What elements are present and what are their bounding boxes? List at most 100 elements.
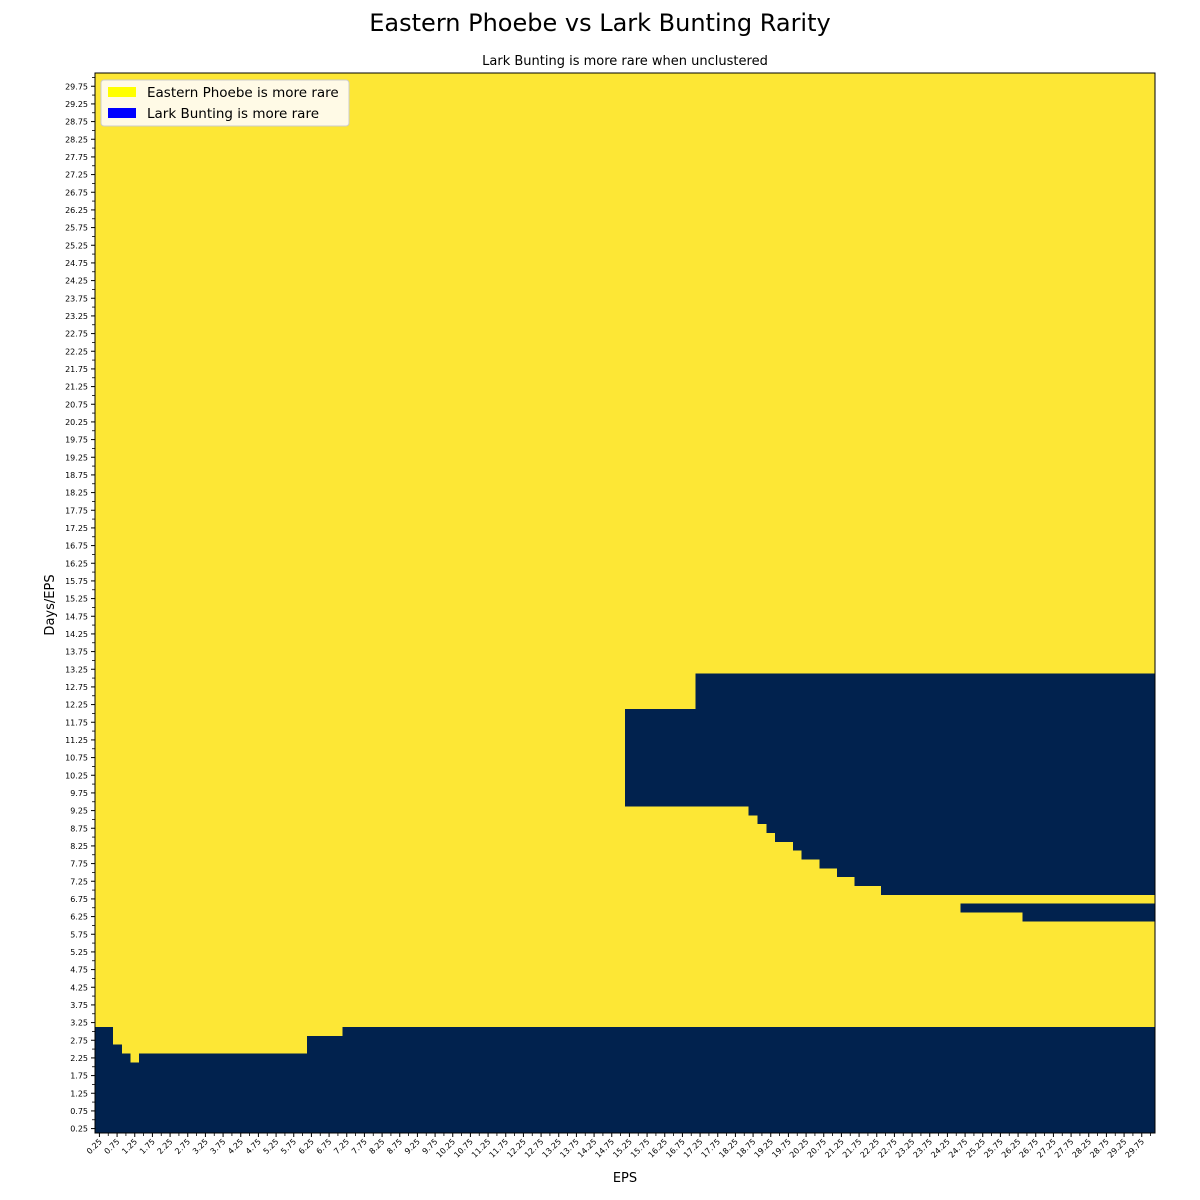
x-tick-label: 23.75	[912, 1137, 935, 1160]
y-tick-label: 23.75	[65, 294, 88, 303]
x-tick-label: 16.75	[664, 1137, 687, 1160]
x-tick-label: 11.75	[488, 1137, 511, 1160]
y-tick-label: 8.75	[70, 824, 88, 833]
x-tick-label: 10.25	[435, 1137, 458, 1160]
y-tick-label: 8.25	[70, 842, 88, 851]
x-tick-label: 15.75	[629, 1137, 652, 1160]
heatmap-region-lark-more-rare	[342, 1027, 1156, 1134]
x-tick-label: 13.75	[558, 1137, 581, 1160]
y-tick-label: 27.75	[65, 153, 88, 162]
y-tick-label: 10.75	[65, 754, 88, 763]
x-tick-label: 12.75	[523, 1137, 546, 1160]
x-tick-label: 0.25	[85, 1137, 104, 1156]
y-tick-label: 29.75	[65, 82, 88, 91]
y-tick-label: 9.25	[70, 807, 88, 816]
y-tick-label: 3.75	[70, 1001, 88, 1010]
y-tick-label: 14.75	[65, 612, 88, 621]
heatmap-region-lark-more-rare	[801, 850, 1156, 860]
x-tick-label: 20.25	[788, 1137, 811, 1160]
y-tick-label: 12.25	[65, 701, 88, 710]
x-tick-label: 19.25	[753, 1137, 776, 1160]
x-tick-label: 28.75	[1088, 1137, 1111, 1160]
plot-frame	[94, 72, 1156, 1134]
y-tick-label: 26.75	[65, 188, 88, 197]
y-tick-label: 0.75	[70, 1107, 88, 1116]
x-tick-label: 22.25	[859, 1137, 882, 1160]
x-tick-label: 20.75	[806, 1137, 829, 1160]
y-tick-label: 17.75	[65, 506, 88, 515]
heatmap-cells	[95, 73, 1156, 1134]
legend-label-eastern: Eastern Phoebe is more rare	[147, 85, 339, 101]
x-tick-label: 17.75	[700, 1137, 723, 1160]
x-tick-label: 10.75	[452, 1137, 475, 1160]
y-tick-label: 6.75	[70, 895, 88, 904]
x-tick-label: 7.75	[350, 1137, 369, 1156]
x-tick-label: 6.75	[315, 1137, 334, 1156]
x-axis-ticks: 0.250.751.251.752.252.753.253.754.254.75…	[85, 1133, 1151, 1160]
heatmap-region-lark-more-rare	[757, 815, 1156, 825]
heatmap-region-lark-more-rare	[95, 1027, 114, 1134]
y-tick-label: 22.25	[65, 347, 88, 356]
heatmap-region-lark-more-rare	[881, 885, 1156, 895]
x-tick-label: 2.75	[173, 1137, 192, 1156]
heatmap-region-lark-more-rare	[625, 709, 697, 807]
y-tick-label: 22.75	[65, 330, 88, 339]
x-tick-label: 24.25	[929, 1137, 952, 1160]
y-tick-label: 21.25	[65, 383, 88, 392]
x-tick-label: 26.25	[1000, 1137, 1023, 1160]
x-tick-label: 2.25	[156, 1137, 175, 1156]
y-tick-label: 15.25	[65, 595, 88, 604]
y-tick-label: 11.25	[65, 736, 88, 745]
x-tick-label: 0.75	[103, 1137, 122, 1156]
y-tick-label: 13.25	[65, 665, 88, 674]
y-tick-label: 17.25	[65, 524, 88, 533]
x-tick-label: 5.25	[262, 1137, 281, 1156]
legend: Eastern Phoebe is more rare Lark Bunting…	[100, 79, 350, 127]
heatmap-region-lark-more-rare	[1022, 912, 1156, 922]
x-tick-label: 8.75	[385, 1137, 404, 1156]
y-tick-label: 6.25	[70, 913, 88, 922]
x-tick-label: 21.75	[841, 1137, 864, 1160]
x-tick-label: 23.25	[894, 1137, 917, 1160]
y-tick-label: 4.25	[70, 983, 88, 992]
x-tick-label: 27.75	[1053, 1137, 1076, 1160]
x-tick-label: 14.25	[576, 1137, 599, 1160]
heatmap-region-eastern-more-rare	[95, 73, 1155, 1133]
y-tick-label: 1.25	[70, 1089, 88, 1098]
y-tick-label: 14.25	[65, 630, 88, 639]
y-tick-label: 27.25	[65, 171, 88, 180]
x-tick-label: 8.25	[368, 1137, 387, 1156]
x-tick-label: 17.25	[682, 1137, 705, 1160]
y-tick-label: 1.75	[70, 1072, 88, 1081]
y-tick-label: 10.25	[65, 771, 88, 780]
x-tick-label: 27.25	[1035, 1137, 1058, 1160]
y-tick-label: 13.75	[65, 648, 88, 657]
y-tick-label: 7.75	[70, 860, 88, 869]
heatmap-region-lark-more-rare	[837, 868, 1156, 878]
y-tick-label: 26.25	[65, 206, 88, 215]
heatmap-region-lark-more-rare	[854, 876, 1156, 887]
x-tick-label: 16.25	[647, 1137, 670, 1160]
x-tick-label: 9.25	[403, 1137, 422, 1156]
heatmap-region-lark-more-rare	[775, 832, 1156, 842]
x-tick-label: 28.25	[1071, 1137, 1094, 1160]
x-tick-label: 4.25	[226, 1137, 245, 1156]
y-tick-label: 23.25	[65, 312, 88, 321]
y-tick-label: 24.25	[65, 277, 88, 286]
x-tick-label: 3.25	[191, 1137, 210, 1156]
x-tick-label: 5.75	[279, 1137, 298, 1156]
chart-subtitle: Lark Bunting is more rare when uncluster…	[482, 54, 768, 69]
heatmap-region-lark-more-rare	[766, 823, 1156, 834]
heatmap-region-lark-more-rare	[792, 841, 1156, 851]
y-tick-label: 21.75	[65, 365, 88, 374]
y-tick-label: 28.75	[65, 118, 88, 127]
x-tick-label: 7.25	[332, 1137, 351, 1156]
x-axis-label: EPS	[613, 1171, 637, 1186]
y-tick-label: 15.75	[65, 577, 88, 586]
y-tick-label: 12.75	[65, 683, 88, 692]
x-tick-label: 29.25	[1106, 1137, 1129, 1160]
x-tick-label: 15.25	[611, 1137, 634, 1160]
x-tick-label: 4.75	[244, 1137, 263, 1156]
y-tick-label: 24.75	[65, 259, 88, 268]
